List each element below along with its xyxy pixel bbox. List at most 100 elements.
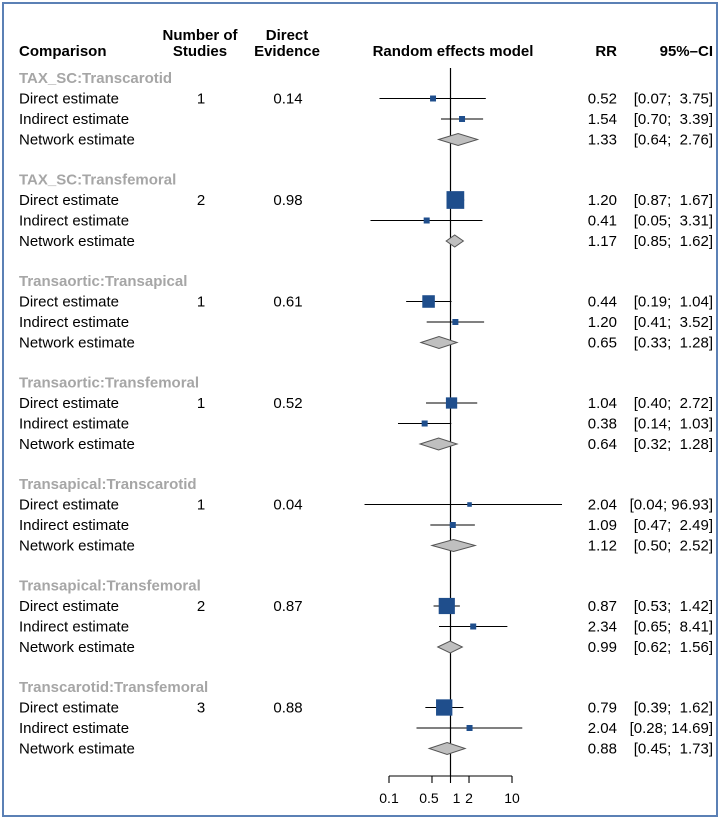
ci-value: [0.47; 2.49]: [634, 517, 713, 534]
row-label: Direct estimate: [19, 192, 119, 209]
group-label: Transapical:Transcarotid: [19, 476, 197, 493]
point-estimate-square: [445, 397, 458, 409]
group-label: TAX_SC:Transcarotid: [19, 70, 172, 87]
header-model: Random effects model: [373, 43, 534, 60]
point-estimate-square: [467, 502, 472, 507]
ci-value: [0.19; 1.04]: [634, 294, 713, 311]
point-estimate-square: [466, 725, 473, 731]
rr-value: 2.04: [588, 497, 617, 514]
point-estimate-square: [446, 191, 465, 209]
point-estimate-square: [421, 420, 428, 427]
group-label: Transcarotid:Transfemoral: [19, 679, 208, 696]
point-estimate-square: [430, 95, 437, 102]
header-ci: 95%–CI: [660, 43, 713, 60]
point-estimate-square: [449, 522, 456, 528]
studies-value: 1: [197, 497, 205, 514]
studies-value: 3: [197, 700, 205, 717]
header-studies-line2: Studies: [173, 43, 227, 60]
ci-value: [0.41; 3.52]: [634, 314, 713, 331]
studies-value: 2: [197, 192, 205, 209]
network-estimate-diamond: [419, 335, 459, 350]
row-label: Indirect estimate: [19, 416, 129, 433]
ci-value: [0.07; 3.75]: [634, 91, 713, 108]
evidence-value: 0.14: [273, 91, 302, 108]
evidence-value: 0.61: [273, 294, 302, 311]
rr-value: 1.54: [588, 111, 617, 128]
network-estimate-diamond: [436, 640, 464, 654]
rr-value: 1.09: [588, 517, 617, 534]
studies-value: 1: [197, 91, 205, 108]
ci-value: [0.28; 14.69]: [630, 720, 713, 737]
rr-value: 0.99: [588, 639, 617, 656]
ci-value: [0.50; 2.52]: [634, 538, 713, 555]
row-label: Direct estimate: [19, 700, 119, 717]
rr-value: 0.88: [588, 741, 617, 758]
evidence-value: 0.88: [273, 700, 302, 717]
row-label: Direct estimate: [19, 395, 119, 412]
rr-value: 0.44: [588, 294, 617, 311]
rr-value: 1.04: [588, 395, 617, 412]
rr-value: 1.33: [588, 132, 617, 149]
point-estimate-square: [423, 217, 430, 224]
row-label: Network estimate: [19, 436, 135, 453]
row-label: Network estimate: [19, 233, 135, 250]
x-tick-label: 0.1: [379, 790, 399, 806]
ci-value: [0.45; 1.73]: [634, 741, 713, 758]
evidence-value: 0.98: [273, 192, 302, 209]
ci-value: [0.14; 1.03]: [634, 416, 713, 433]
studies-value: 2: [197, 598, 205, 615]
header-evidence-line1: Direct: [266, 27, 309, 44]
network-estimate-diamond: [445, 234, 465, 248]
row-label: Indirect estimate: [19, 619, 129, 636]
row-label: Indirect estimate: [19, 213, 129, 230]
point-estimate-square: [436, 699, 453, 716]
rr-value: 0.87: [588, 598, 617, 615]
point-estimate-square: [438, 597, 455, 615]
row-label: Network estimate: [19, 132, 135, 149]
x-tick-label: 0.5: [419, 790, 439, 806]
evidence-value: 0.04: [273, 497, 302, 514]
ci-value: [0.85; 1.62]: [634, 233, 713, 250]
rr-value: 1.12: [588, 538, 617, 555]
row-label: Direct estimate: [19, 294, 119, 311]
network-estimate-diamond: [427, 741, 467, 756]
point-estimate-square: [422, 295, 435, 308]
ci-value: [0.05; 3.31]: [634, 213, 713, 230]
ci-value: [0.39; 1.62]: [634, 700, 713, 717]
row-label: Indirect estimate: [19, 111, 129, 128]
ci-value: [0.87; 1.67]: [634, 192, 713, 209]
row-label: Direct estimate: [19, 598, 119, 615]
studies-value: 1: [197, 395, 205, 412]
ci-value: [0.70; 3.39]: [634, 111, 713, 128]
point-estimate-square: [459, 116, 466, 122]
rr-value: 0.38: [588, 416, 617, 433]
row-label: Network estimate: [19, 741, 135, 758]
rr-value: 2.04: [588, 720, 617, 737]
ci-value: [0.40; 2.72]: [634, 395, 713, 412]
row-label: Network estimate: [19, 538, 135, 555]
rr-value: 1.17: [588, 233, 617, 250]
row-label: Direct estimate: [19, 91, 119, 108]
evidence-value: 0.52: [273, 395, 302, 412]
rr-value: 0.64: [588, 436, 617, 453]
ci-value: [0.53; 1.42]: [634, 598, 713, 615]
network-estimate-diamond: [418, 437, 459, 451]
header-rr: RR: [595, 43, 617, 60]
row-label: Indirect estimate: [19, 314, 129, 331]
ci-value: [0.62; 1.56]: [634, 639, 713, 656]
row-label: Network estimate: [19, 335, 135, 352]
network-estimate-diamond: [430, 538, 478, 553]
ci-value: [0.04; 96.93]: [630, 497, 713, 514]
ci-value: [0.65; 8.41]: [634, 619, 713, 636]
x-axis: 0.1 0.5 1 2 10: [379, 775, 520, 806]
network-estimate-diamond: [436, 132, 480, 147]
studies-value: 1: [197, 294, 205, 311]
rr-value: 2.34: [588, 619, 617, 636]
group-label: Transaortic:Transfemoral: [19, 375, 199, 392]
group-label: Transapical:Transfemoral: [19, 578, 201, 595]
rr-value: 1.20: [588, 314, 617, 331]
header-studies-line1: Number of: [163, 27, 239, 44]
x-tick-label: 10: [504, 790, 520, 806]
